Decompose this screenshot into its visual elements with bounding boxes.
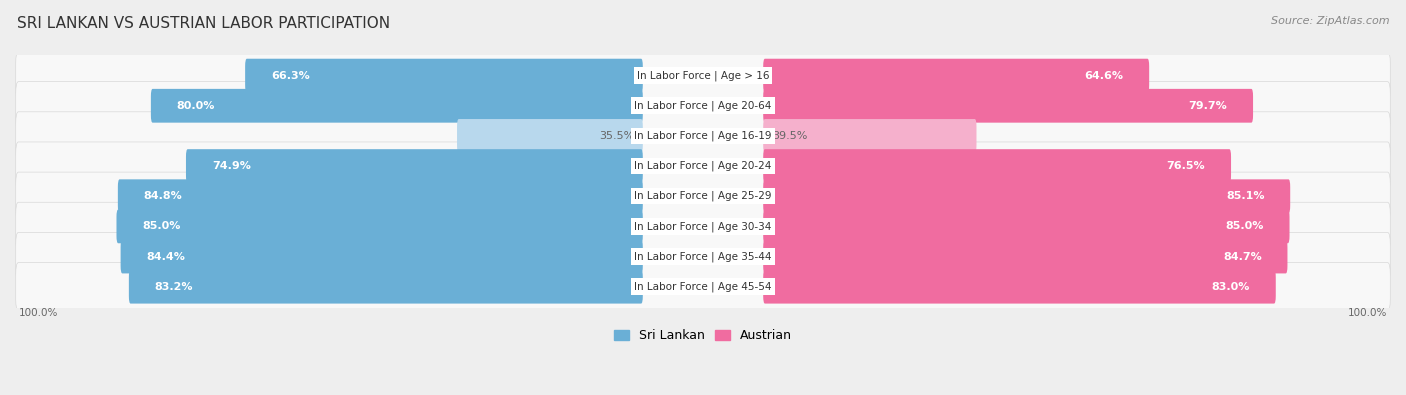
FancyBboxPatch shape	[150, 89, 643, 123]
FancyBboxPatch shape	[763, 89, 1253, 123]
Text: 85.1%: 85.1%	[1226, 191, 1264, 201]
Text: 84.7%: 84.7%	[1223, 252, 1261, 261]
FancyBboxPatch shape	[15, 232, 1391, 281]
FancyBboxPatch shape	[457, 119, 643, 153]
FancyBboxPatch shape	[129, 270, 643, 304]
FancyBboxPatch shape	[763, 179, 1291, 213]
FancyBboxPatch shape	[15, 51, 1391, 100]
FancyBboxPatch shape	[15, 172, 1391, 220]
FancyBboxPatch shape	[186, 149, 643, 183]
FancyBboxPatch shape	[117, 209, 643, 243]
FancyBboxPatch shape	[763, 149, 1232, 183]
FancyBboxPatch shape	[121, 240, 643, 273]
Text: 100.0%: 100.0%	[1348, 308, 1388, 318]
FancyBboxPatch shape	[15, 142, 1391, 190]
FancyBboxPatch shape	[245, 59, 643, 92]
Text: In Labor Force | Age 16-19: In Labor Force | Age 16-19	[634, 131, 772, 141]
FancyBboxPatch shape	[118, 179, 643, 213]
FancyBboxPatch shape	[763, 59, 1149, 92]
Text: SRI LANKAN VS AUSTRIAN LABOR PARTICIPATION: SRI LANKAN VS AUSTRIAN LABOR PARTICIPATI…	[17, 16, 389, 31]
Text: 64.6%: 64.6%	[1084, 71, 1123, 81]
Text: In Labor Force | Age 35-44: In Labor Force | Age 35-44	[634, 251, 772, 262]
Text: 83.2%: 83.2%	[155, 282, 193, 292]
Text: In Labor Force | Age 25-29: In Labor Force | Age 25-29	[634, 191, 772, 201]
Text: In Labor Force | Age 20-24: In Labor Force | Age 20-24	[634, 161, 772, 171]
Text: In Labor Force | Age 30-34: In Labor Force | Age 30-34	[634, 221, 772, 231]
Text: 100.0%: 100.0%	[18, 308, 58, 318]
FancyBboxPatch shape	[15, 112, 1391, 160]
Text: 85.0%: 85.0%	[142, 221, 180, 231]
Text: 76.5%: 76.5%	[1167, 161, 1205, 171]
Text: 85.0%: 85.0%	[1226, 221, 1264, 231]
Text: 83.0%: 83.0%	[1212, 282, 1250, 292]
Text: 84.4%: 84.4%	[146, 252, 186, 261]
Text: In Labor Force | Age 20-64: In Labor Force | Age 20-64	[634, 100, 772, 111]
FancyBboxPatch shape	[763, 119, 977, 153]
Legend: Sri Lankan, Austrian: Sri Lankan, Austrian	[609, 324, 797, 347]
Text: 35.5%: 35.5%	[599, 131, 634, 141]
FancyBboxPatch shape	[763, 240, 1288, 273]
FancyBboxPatch shape	[15, 263, 1391, 311]
FancyBboxPatch shape	[763, 270, 1275, 304]
FancyBboxPatch shape	[763, 209, 1289, 243]
Text: 79.7%: 79.7%	[1188, 101, 1227, 111]
Text: In Labor Force | Age 45-54: In Labor Force | Age 45-54	[634, 282, 772, 292]
Text: 84.8%: 84.8%	[143, 191, 183, 201]
FancyBboxPatch shape	[15, 202, 1391, 250]
Text: 80.0%: 80.0%	[177, 101, 215, 111]
Text: 39.5%: 39.5%	[772, 131, 807, 141]
Text: 74.9%: 74.9%	[212, 161, 250, 171]
FancyBboxPatch shape	[15, 82, 1391, 130]
Text: Source: ZipAtlas.com: Source: ZipAtlas.com	[1271, 16, 1389, 26]
Text: In Labor Force | Age > 16: In Labor Force | Age > 16	[637, 70, 769, 81]
Text: 66.3%: 66.3%	[271, 71, 309, 81]
